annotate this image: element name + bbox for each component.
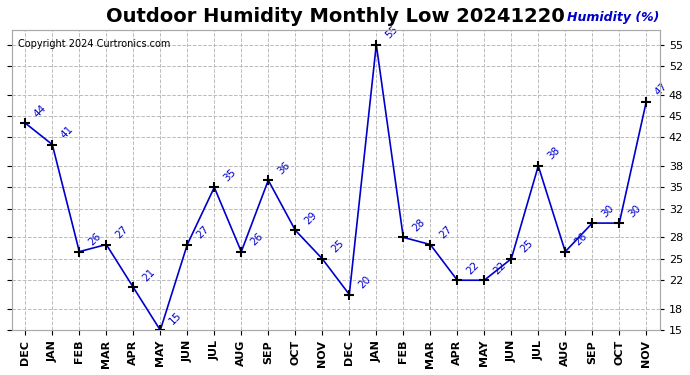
Text: 25: 25 xyxy=(518,238,535,255)
Text: 47: 47 xyxy=(653,81,670,98)
Text: 55: 55 xyxy=(383,24,400,40)
Text: 22: 22 xyxy=(491,260,508,276)
Text: 30: 30 xyxy=(627,202,642,219)
Text: 35: 35 xyxy=(221,167,237,183)
Text: 27: 27 xyxy=(195,224,210,240)
Text: 38: 38 xyxy=(545,146,562,162)
Text: 26: 26 xyxy=(248,231,265,248)
Text: 30: 30 xyxy=(599,202,615,219)
Text: 21: 21 xyxy=(140,267,157,283)
Text: 20: 20 xyxy=(356,274,373,290)
Title: Outdoor Humidity Monthly Low 20241220: Outdoor Humidity Monthly Low 20241220 xyxy=(106,7,565,26)
Text: 15: 15 xyxy=(167,310,184,326)
Text: 22: 22 xyxy=(464,260,481,276)
Text: 28: 28 xyxy=(411,217,426,233)
Text: 41: 41 xyxy=(59,124,76,140)
Text: 29: 29 xyxy=(302,210,319,226)
Text: 27: 27 xyxy=(113,224,130,240)
Text: 25: 25 xyxy=(329,238,346,255)
Text: 26: 26 xyxy=(86,231,103,248)
Text: 27: 27 xyxy=(437,224,453,240)
Text: 36: 36 xyxy=(275,160,292,176)
Text: Copyright 2024 Curtronics.com: Copyright 2024 Curtronics.com xyxy=(19,39,170,49)
Text: Humidity (%): Humidity (%) xyxy=(567,11,660,24)
Text: 26: 26 xyxy=(572,231,589,248)
Text: 44: 44 xyxy=(32,102,49,119)
